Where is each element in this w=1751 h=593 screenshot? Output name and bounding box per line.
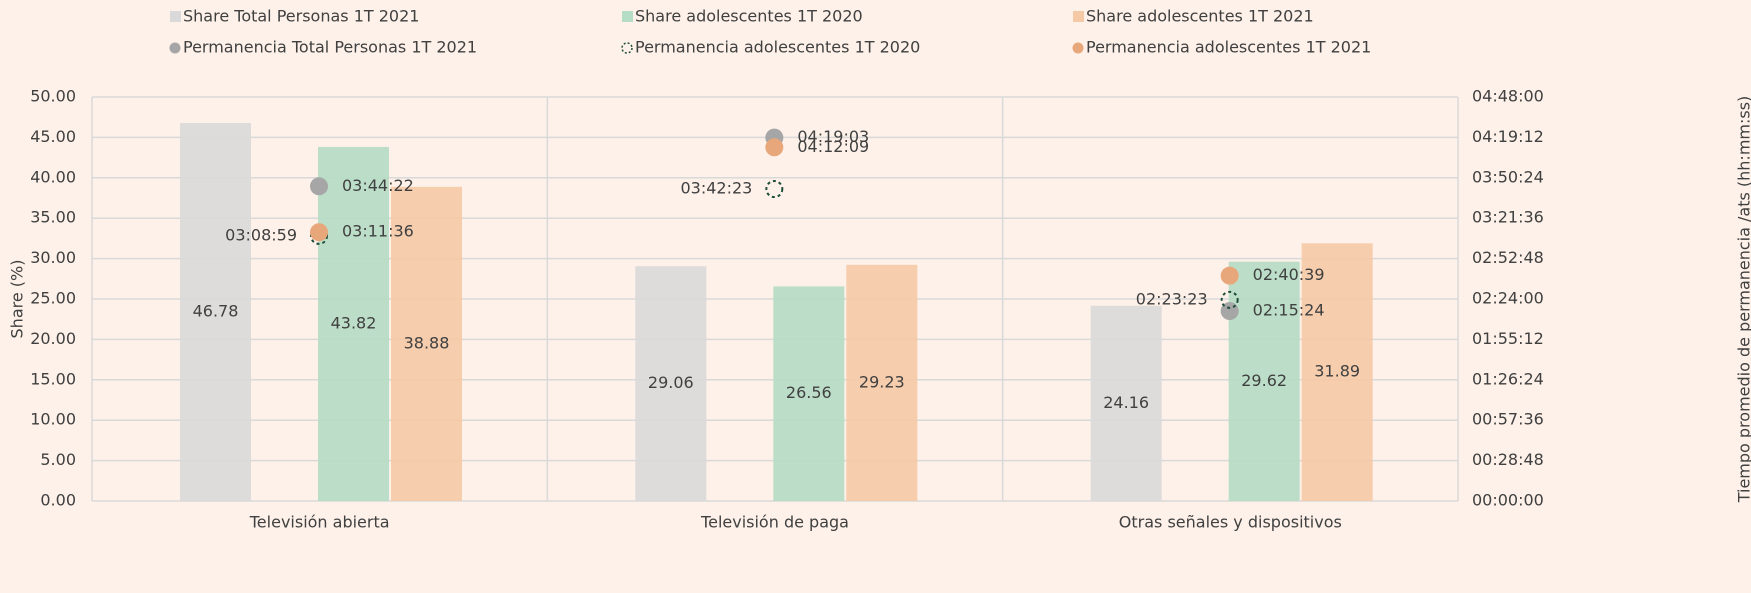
point: [310, 177, 328, 196]
y2-tick-label: 00:57:36: [1472, 410, 1544, 429]
y2-axis-title: Tiempo promedio de permanencia /ats (hh:…: [1735, 96, 1751, 504]
x-tick-label: Televisión abierta: [249, 513, 390, 532]
y-tick-label: 50.00: [30, 87, 76, 106]
y-tick-label: 35.00: [30, 208, 76, 227]
point-value-label: 03:08:59: [225, 225, 297, 244]
y2-tick-label: 03:50:24: [1472, 167, 1544, 186]
point-value-label: 03:11:36: [342, 222, 414, 241]
x-tick-label: Televisión de paga: [700, 513, 849, 532]
legend-label: Permanencia Total Personas 1T 2021: [183, 38, 477, 57]
y2-tick-label: 00:28:48: [1472, 450, 1544, 469]
y2-tick-label: 01:26:24: [1472, 369, 1544, 388]
legend-swatch: [170, 11, 181, 22]
point-value-label: 04:19:03: [797, 127, 869, 146]
y2-tick-label: 04:19:12: [1472, 127, 1544, 146]
y2-tick-label: 03:21:36: [1472, 208, 1544, 227]
y-tick-label: 10.00: [30, 410, 76, 429]
bar: [635, 266, 707, 501]
legend-swatch: [169, 42, 181, 54]
bar-value-label: 31.89: [1314, 362, 1360, 381]
point: [1220, 290, 1239, 309]
bar: [391, 186, 462, 501]
y2-tick-label: 01:55:12: [1472, 329, 1544, 348]
x-tick-label: Otras señales y dispositivos: [1119, 513, 1342, 532]
legend-swatch: [1072, 42, 1084, 54]
bar-value-label: 29.06: [648, 373, 694, 392]
point: [1220, 266, 1239, 285]
point-value-label: 02:23:23: [1136, 289, 1208, 308]
y-tick-label: 45.00: [30, 127, 76, 146]
legend-label: Share Total Personas 1T 2021: [183, 7, 419, 26]
legend-label: Permanencia adolescentes 1T 2021: [1086, 38, 1371, 57]
point-value-label: 02:15:24: [1253, 301, 1325, 320]
y-tick-label: 0.00: [40, 491, 76, 510]
bar-value-label: 46.78: [193, 302, 239, 321]
point-value-label: 03:44:22: [342, 176, 414, 195]
y-tick-label: 40.00: [30, 167, 76, 186]
bar: [180, 123, 251, 501]
y-axis-title: Share (%): [8, 260, 27, 339]
y2-tick-label: 02:24:00: [1472, 289, 1544, 308]
bar: [318, 146, 389, 502]
point: [310, 223, 328, 242]
y2-tick-label: 00:00:00: [1472, 491, 1544, 510]
y-tick-label: 15.00: [30, 369, 76, 388]
point-value-label: 03:42:23: [680, 179, 752, 198]
y2-tick-label: 02:52:48: [1472, 248, 1544, 267]
legend-swatch: [1073, 11, 1084, 22]
bar-value-label: 29.23: [859, 372, 905, 391]
point: [765, 180, 784, 199]
bar: [773, 286, 845, 501]
bar: [1228, 261, 1300, 501]
bar-value-label: 43.82: [331, 313, 377, 332]
y2-tick-label: 04:48:00: [1472, 87, 1544, 106]
bar-value-label: 38.88: [404, 333, 450, 352]
point-value-label: 04:12:09: [797, 137, 869, 156]
y-tick-label: 20.00: [30, 329, 76, 348]
bar: [1301, 243, 1373, 501]
legend-label: Share adolescentes 1T 2020: [635, 7, 863, 26]
bar: [846, 264, 918, 501]
legend-label: Share adolescentes 1T 2021: [1086, 7, 1314, 26]
legend-label: Permanencia adolescentes 1T 2020: [635, 38, 920, 57]
y-tick-label: 30.00: [30, 248, 76, 267]
legend-swatch: [622, 11, 633, 22]
point: [765, 138, 784, 157]
bar-value-label: 24.16: [1103, 393, 1149, 412]
y-tick-label: 5.00: [40, 450, 76, 469]
legend-swatch: [621, 42, 633, 54]
bar-value-label: 26.56: [786, 383, 832, 402]
y-tick-label: 25.00: [30, 289, 76, 308]
bar: [1090, 305, 1162, 501]
point-value-label: 02:40:39: [1253, 265, 1325, 284]
bar-value-label: 29.62: [1241, 371, 1287, 390]
